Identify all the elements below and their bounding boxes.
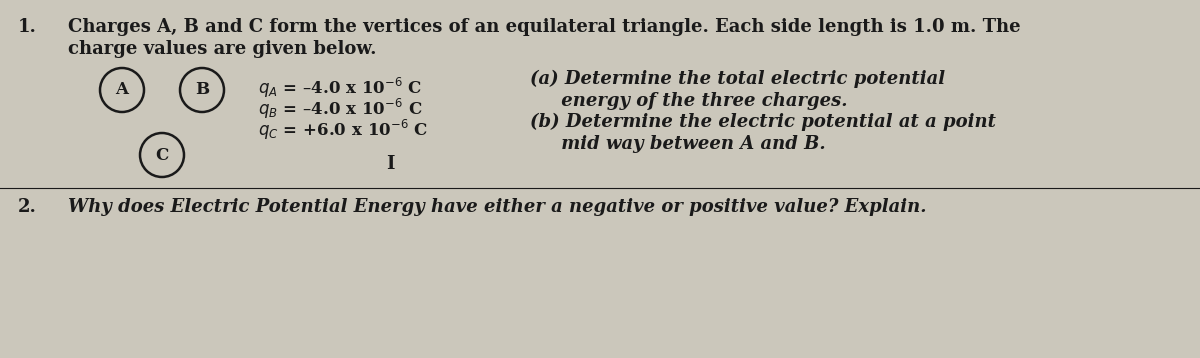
- Text: 1.: 1.: [18, 18, 37, 36]
- Text: charge values are given below.: charge values are given below.: [68, 40, 377, 58]
- Text: $q_B$ = –4.0 x 10$^{-6}$ C: $q_B$ = –4.0 x 10$^{-6}$ C: [258, 97, 422, 121]
- Text: (a) Determine the total electric potential: (a) Determine the total electric potenti…: [530, 70, 946, 88]
- Text: C: C: [155, 146, 169, 164]
- Text: I: I: [385, 155, 395, 173]
- Text: mid way between A and B.: mid way between A and B.: [530, 135, 826, 153]
- Text: (b) Determine the electric potential at a point: (b) Determine the electric potential at …: [530, 113, 996, 131]
- Text: $q_C$ = +6.0 x 10$^{-6}$ C: $q_C$ = +6.0 x 10$^{-6}$ C: [258, 118, 428, 142]
- Text: A: A: [115, 82, 128, 98]
- Text: B: B: [194, 82, 209, 98]
- Text: Why does Electric Potential Energy have either a negative or positive value? Exp: Why does Electric Potential Energy have …: [68, 198, 926, 216]
- Text: 2.: 2.: [18, 198, 37, 216]
- Text: Charges A, B and C form the vertices of an equilateral triangle. Each side lengt: Charges A, B and C form the vertices of …: [68, 18, 1021, 36]
- Text: energy of the three charges.: energy of the three charges.: [530, 92, 847, 110]
- Text: $q_A$ = –4.0 x 10$^{-6}$ C: $q_A$ = –4.0 x 10$^{-6}$ C: [258, 76, 422, 100]
